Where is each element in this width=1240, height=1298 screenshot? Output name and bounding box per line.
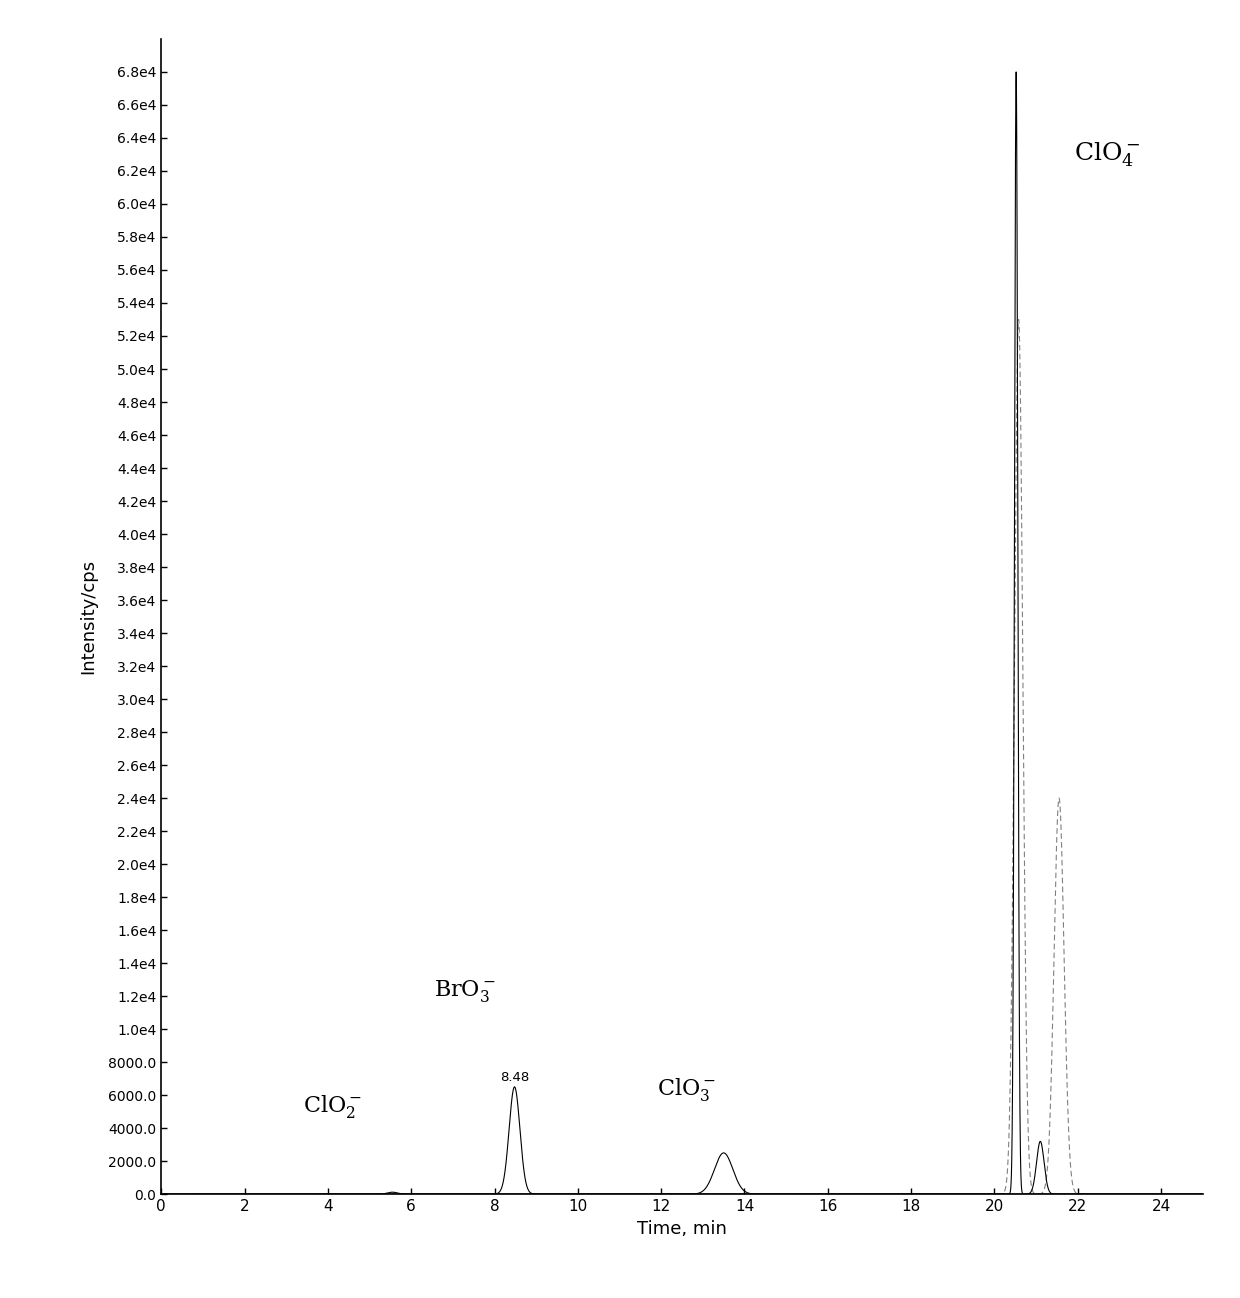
Text: $\mathregular{ClO_3^-}$: $\mathregular{ClO_3^-}$ <box>657 1076 715 1103</box>
Text: $\mathregular{ClO_2^-}$: $\mathregular{ClO_2^-}$ <box>303 1093 362 1120</box>
X-axis label: Time, min: Time, min <box>637 1220 727 1237</box>
Text: 8.48: 8.48 <box>500 1071 529 1084</box>
Text: $\mathregular{BrO_3^-}$: $\mathregular{BrO_3^-}$ <box>434 979 496 1005</box>
Y-axis label: Intensity/cps: Intensity/cps <box>79 559 97 674</box>
Text: $\mathregular{ClO_4^-}$: $\mathregular{ClO_4^-}$ <box>1074 140 1140 169</box>
